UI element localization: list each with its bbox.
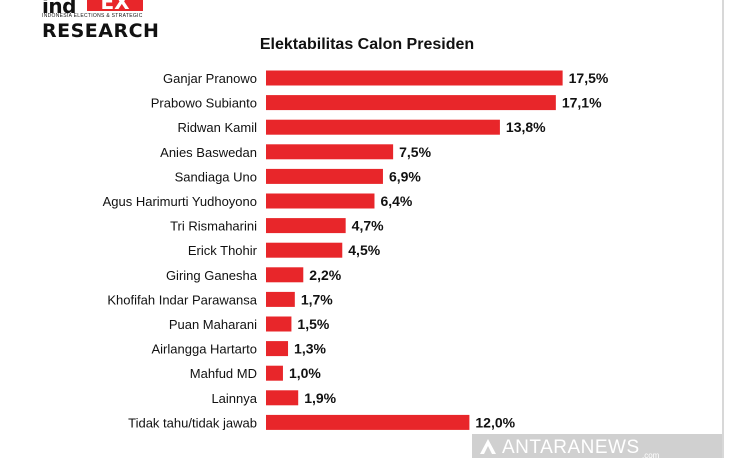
data-label: 12,0% bbox=[475, 414, 515, 430]
watermark: ANTARANEWS .com bbox=[472, 434, 722, 460]
category-label: Agus Harimurti Yudhoyono bbox=[103, 194, 257, 209]
page-edge-divider bbox=[722, 0, 724, 458]
bar bbox=[266, 218, 346, 234]
index-research-logo: ind EX INDONESIA ELECTIONS & STRATEGIC R… bbox=[42, 0, 172, 46]
data-label: 1,9% bbox=[304, 390, 336, 406]
logo-brand-line2: RESEARCH bbox=[42, 20, 160, 42]
data-label: 1,7% bbox=[301, 291, 333, 307]
bar bbox=[266, 390, 299, 406]
bar-chart: Elektabilitas Calon Presiden Ganjar Pran… bbox=[103, 36, 609, 430]
category-label: Tri Rismaharini bbox=[170, 219, 257, 234]
category-label: Mahfud MD bbox=[190, 366, 257, 381]
bar bbox=[266, 193, 375, 209]
data-label: 1,3% bbox=[294, 341, 326, 357]
bar bbox=[266, 267, 304, 283]
data-label: 17,5% bbox=[569, 70, 609, 86]
data-label: 13,8% bbox=[506, 119, 546, 135]
category-label: Lainnya bbox=[211, 391, 257, 406]
chart-title: Elektabilitas Calon Presiden bbox=[260, 36, 474, 53]
watermark-text: ANTARANEWS bbox=[502, 437, 640, 458]
bar bbox=[266, 316, 292, 332]
watermark-subtext: .com bbox=[642, 451, 660, 460]
category-label: Prabowo Subianto bbox=[151, 96, 257, 111]
logo-brand-part1: ind bbox=[42, 0, 76, 18]
category-label: Tidak tahu/tidak jawab bbox=[128, 415, 257, 430]
category-label: Puan Maharani bbox=[169, 317, 257, 332]
bar bbox=[266, 414, 470, 430]
data-label: 17,1% bbox=[562, 95, 602, 111]
category-label: Anies Baswedan bbox=[160, 145, 257, 160]
data-label: 1,0% bbox=[289, 365, 321, 381]
logo-brand-part2: EX bbox=[87, 0, 143, 11]
bar bbox=[266, 119, 500, 135]
antara-logo-icon bbox=[480, 439, 496, 454]
data-label: 6,4% bbox=[380, 193, 412, 209]
logo-tagline: INDONESIA ELECTIONS & STRATEGIC bbox=[42, 13, 143, 19]
value-labels: 17,5% 17,1% 13,8% 7,5% 6,9% 6,4% 4,7% 4,5% 2,2% 1… bbox=[289, 70, 609, 430]
bars bbox=[266, 70, 563, 430]
category-label: Khofifah Indar Parawansa bbox=[107, 292, 257, 307]
category-label: Erick Thohir bbox=[188, 243, 258, 258]
bar bbox=[266, 341, 289, 357]
category-label: Ganjar Pranowo bbox=[163, 71, 257, 86]
bar bbox=[266, 70, 563, 86]
bar bbox=[266, 95, 556, 111]
category-labels: Ganjar Pranowo Prabowo Subianto Ridwan Kam… bbox=[103, 71, 258, 430]
bar bbox=[266, 168, 383, 184]
bar bbox=[266, 291, 295, 307]
bar bbox=[266, 365, 283, 381]
data-label: 4,5% bbox=[348, 242, 380, 258]
data-label: 1,5% bbox=[297, 316, 329, 332]
category-label: Ridwan Kamil bbox=[178, 120, 258, 135]
bar bbox=[266, 144, 394, 160]
category-label: Airlangga Hartarto bbox=[152, 342, 258, 357]
data-label: 7,5% bbox=[399, 144, 431, 160]
data-label: 6,9% bbox=[389, 168, 421, 184]
category-label: Giring Ganesha bbox=[166, 268, 258, 283]
category-label: Sandiaga Uno bbox=[175, 169, 257, 184]
data-label: 2,2% bbox=[309, 267, 341, 283]
data-label: 4,7% bbox=[352, 218, 384, 234]
bar bbox=[266, 242, 343, 258]
